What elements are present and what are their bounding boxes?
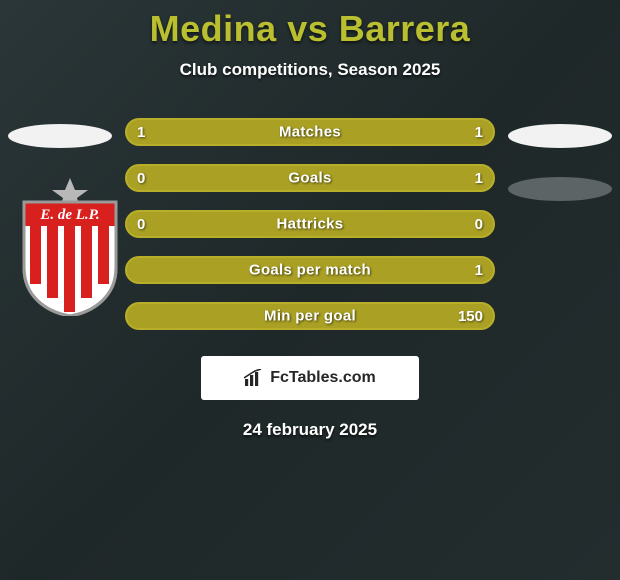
stat-right-value: 1	[475, 166, 483, 190]
page-subtitle: Club competitions, Season 2025	[0, 60, 620, 80]
stat-row: Goals per match 1	[125, 256, 495, 284]
stat-label: Min per goal	[264, 308, 356, 325]
stat-right-value: 1	[475, 258, 483, 282]
attribution-box[interactable]: FcTables.com	[201, 356, 419, 400]
page-title: Medina vs Barrera	[0, 8, 620, 50]
date-text: 24 february 2025	[0, 420, 620, 440]
stat-label: Goals	[288, 170, 331, 187]
main-content: Medina vs Barrera Club competitions, Sea…	[0, 0, 620, 440]
stat-right-value: 0	[475, 212, 483, 236]
stat-label: Matches	[279, 124, 341, 141]
stat-row: Min per goal 150	[125, 302, 495, 330]
stat-right-value: 1	[475, 120, 483, 144]
estudiantes-shield-icon: E. de L.P.	[14, 178, 126, 316]
svg-text:E. de L.P.: E. de L.P.	[39, 207, 99, 223]
stat-row: 0 Goals 1	[125, 164, 495, 192]
side-ellipse	[8, 124, 112, 148]
stat-label: Goals per match	[249, 262, 371, 279]
bar-chart-icon	[244, 369, 264, 387]
club-badge-left: E. de L.P.	[14, 178, 126, 316]
side-ellipse	[508, 177, 612, 201]
stat-left-value: 0	[137, 212, 145, 236]
side-ellipse	[508, 124, 612, 148]
stat-left-value: 1	[137, 120, 145, 144]
stat-row: 0 Hattricks 0	[125, 210, 495, 238]
stat-label: Hattricks	[277, 216, 344, 233]
stat-left-value: 0	[137, 166, 145, 190]
stat-row: 1 Matches 1	[125, 118, 495, 146]
attribution-text: FcTables.com	[270, 369, 376, 387]
stat-right-value: 150	[458, 304, 483, 328]
